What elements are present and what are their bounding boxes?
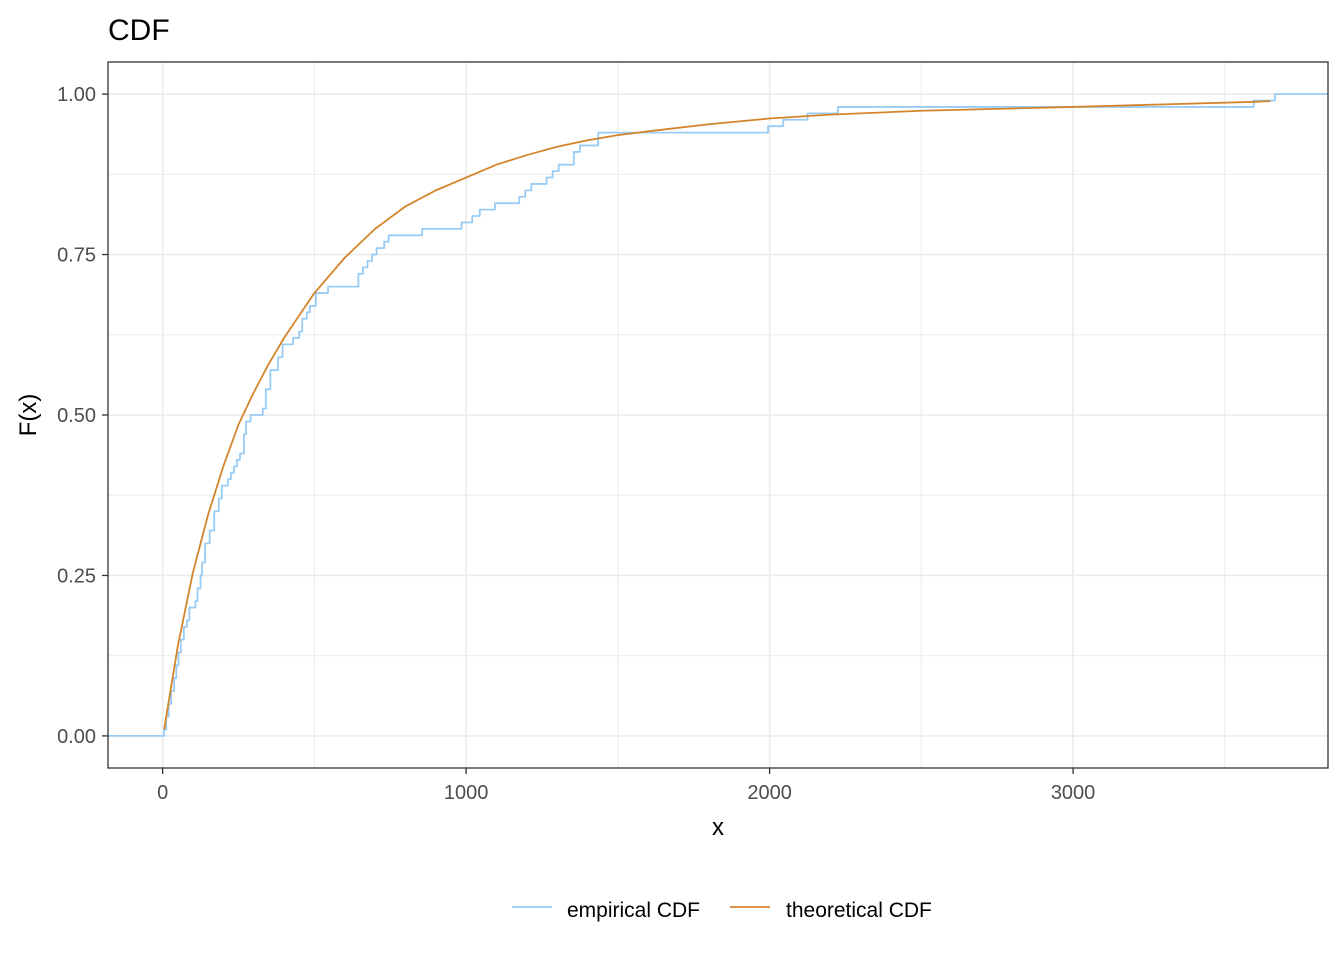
x-tick-label: 1000 (444, 782, 489, 804)
chart-title: CDF (108, 14, 170, 47)
series-layer (108, 93, 1328, 737)
x-tick-label: 2000 (747, 782, 792, 804)
x-tick-label: 3000 (1051, 782, 1096, 804)
theoretical-cdf-line (163, 100, 1271, 730)
y-tick-label: 0.75 (57, 245, 96, 267)
legend-label-theoretical: theoretical CDF (786, 899, 932, 922)
y-tick-label: 0.25 (57, 565, 96, 587)
y-tick-label: 0.00 (57, 726, 96, 748)
x-tick-label: 0 (157, 782, 168, 804)
legend-label-empirical: empirical CDF (567, 899, 700, 922)
grid-major (108, 62, 1328, 768)
empirical-cdf-line (108, 93, 1328, 737)
x-axis-title: x (712, 814, 724, 841)
y-tick-label: 1.00 (57, 84, 96, 106)
y-axis: 0.00 0.25 0.50 0.75 1.00 (57, 84, 108, 748)
y-axis-title: F(x) (15, 394, 42, 437)
x-axis: 0 1000 2000 3000 (157, 768, 1095, 804)
y-tick-label: 0.50 (57, 405, 96, 427)
legend: empirical CDF theoretical CDF (512, 899, 932, 922)
